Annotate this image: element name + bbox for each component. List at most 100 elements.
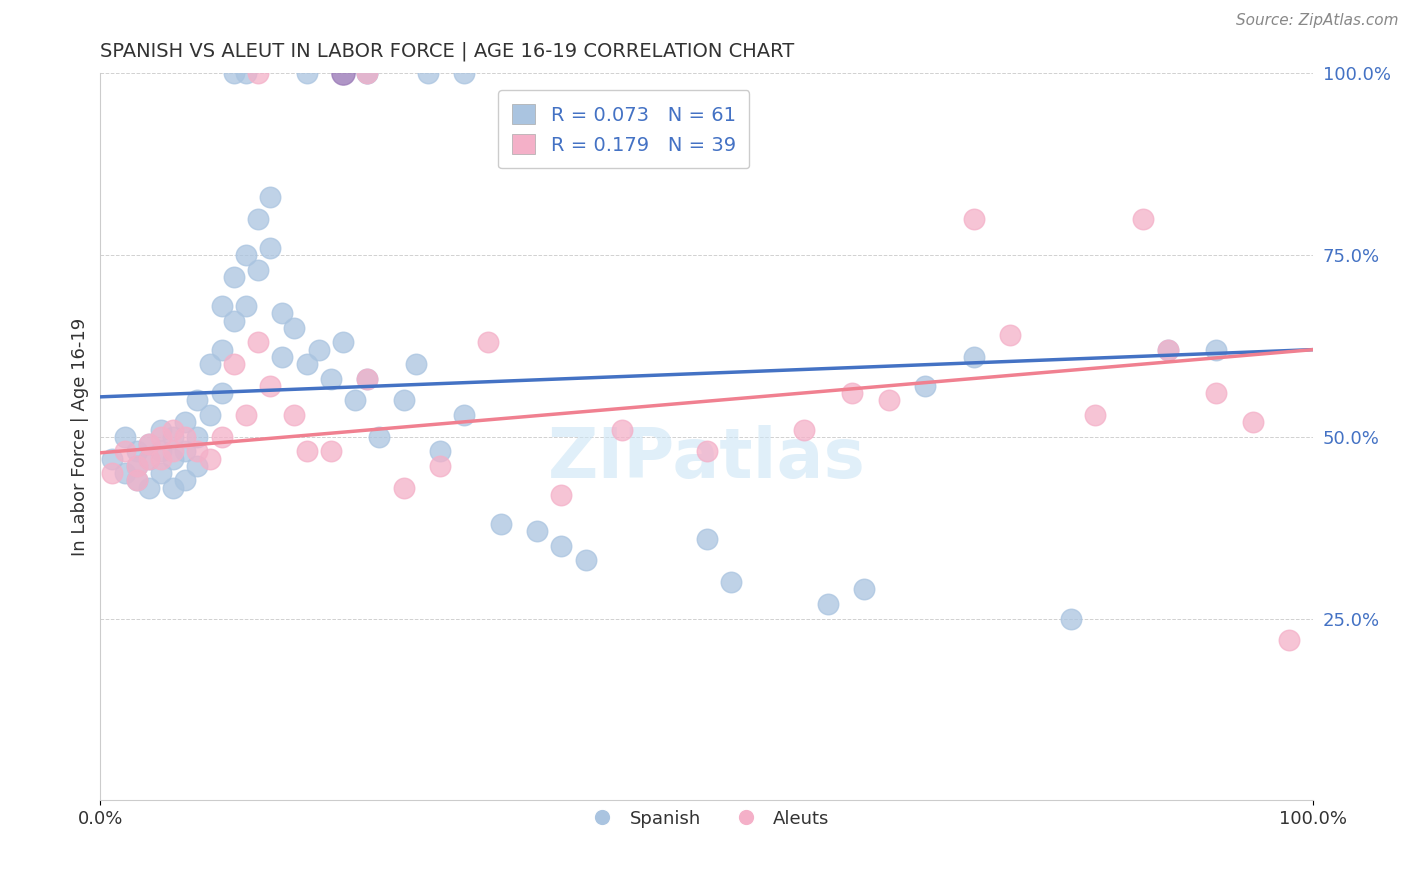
Point (186, 458, 208, 473)
Point (125, 458, 148, 473)
Point (1205, 343, 1227, 357)
Point (235, 248, 257, 262)
Point (222, 66, 245, 80)
Point (211, 430, 233, 444)
Point (1157, 343, 1180, 357)
Point (186, 430, 208, 444)
Point (841, 386, 863, 401)
Point (235, 66, 257, 80)
Point (356, 66, 378, 80)
Point (138, 437, 160, 451)
Point (332, 335, 354, 350)
Point (174, 415, 197, 429)
Point (125, 474, 148, 488)
Point (222, 357, 245, 371)
Legend: Spanish, Aleuts: Spanish, Aleuts (576, 802, 837, 835)
Point (283, 320, 305, 334)
Point (138, 451, 160, 466)
Point (162, 423, 184, 437)
Point (368, 430, 391, 444)
Point (696, 444, 718, 458)
Point (150, 423, 173, 437)
Point (344, 393, 367, 408)
Point (198, 357, 221, 371)
Point (101, 451, 124, 466)
Point (235, 299, 257, 313)
Point (963, 211, 986, 226)
Point (186, 444, 208, 458)
Point (283, 408, 305, 422)
Point (211, 343, 233, 357)
Point (211, 386, 233, 401)
Point (247, 211, 270, 226)
Point (550, 488, 572, 502)
Point (211, 299, 233, 313)
Point (405, 357, 427, 371)
Point (1278, 633, 1301, 648)
Point (271, 350, 294, 364)
Point (174, 444, 197, 458)
Point (114, 430, 136, 444)
Point (247, 262, 270, 277)
Point (259, 190, 281, 204)
Point (162, 481, 184, 495)
Point (453, 408, 475, 422)
Point (114, 444, 136, 458)
Point (963, 350, 986, 364)
Point (1084, 408, 1107, 422)
Text: SPANISH VS ALEUT IN LABOR FORCE | AGE 16-19 CORRELATION CHART: SPANISH VS ALEUT IN LABOR FORCE | AGE 16… (100, 42, 794, 62)
Point (259, 379, 281, 393)
Point (1060, 611, 1083, 625)
Point (332, 66, 354, 80)
Point (453, 66, 475, 80)
Point (295, 357, 318, 371)
Point (429, 444, 451, 458)
Point (150, 444, 173, 458)
Y-axis label: In Labor Force | Age 16-19: In Labor Force | Age 16-19 (72, 318, 89, 556)
Point (1132, 211, 1154, 226)
Point (162, 430, 184, 444)
Point (101, 466, 124, 480)
Point (1241, 415, 1264, 429)
Point (550, 539, 572, 553)
Point (574, 553, 596, 567)
Point (610, 423, 633, 437)
Point (295, 66, 318, 80)
Point (138, 437, 160, 451)
Point (162, 444, 184, 458)
Point (174, 430, 197, 444)
Point (489, 516, 512, 531)
Point (416, 66, 439, 80)
Point (162, 451, 184, 466)
Point (793, 423, 815, 437)
Point (356, 66, 378, 80)
Point (114, 466, 136, 480)
Point (356, 372, 378, 386)
Point (235, 408, 257, 422)
Point (477, 335, 499, 350)
Point (308, 343, 330, 357)
Point (356, 66, 378, 80)
Point (138, 451, 160, 466)
Point (1157, 343, 1180, 357)
Text: ZIPatlas: ZIPatlas (548, 425, 866, 492)
Point (125, 474, 148, 488)
Point (1205, 386, 1227, 401)
Point (222, 313, 245, 327)
Point (914, 379, 936, 393)
Point (319, 444, 342, 458)
Point (198, 408, 221, 422)
Point (526, 524, 548, 539)
Point (853, 582, 876, 597)
Point (392, 481, 415, 495)
Point (271, 306, 294, 320)
Point (259, 241, 281, 255)
Point (696, 532, 718, 546)
Point (356, 372, 378, 386)
Point (125, 444, 148, 458)
Point (150, 451, 173, 466)
Text: Source: ZipAtlas.com: Source: ZipAtlas.com (1236, 13, 1399, 29)
Point (174, 474, 197, 488)
Point (319, 372, 342, 386)
Point (295, 444, 318, 458)
